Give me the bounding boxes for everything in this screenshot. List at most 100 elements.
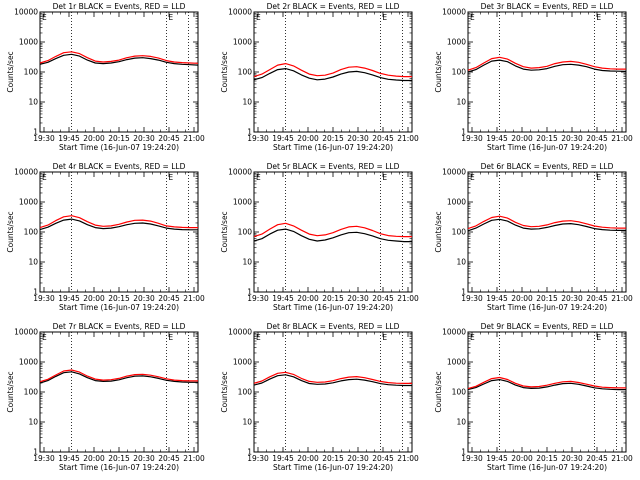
series-events-line bbox=[467, 59, 627, 73]
y-tick-label: 1000 bbox=[19, 358, 38, 367]
chart-title: Det 1r BLACK = Events, RED = LLD bbox=[53, 2, 186, 11]
chart-panel-4: Det 4r BLACK = Events, RED = LLD 1 10 100 10… bbox=[6, 162, 205, 312]
chart-title: Det 8r BLACK = Events, RED = LLD bbox=[267, 322, 400, 331]
series-lld-line bbox=[467, 56, 626, 71]
y-tick-label: 10000 bbox=[442, 8, 466, 17]
x-tick-label: 20:45 bbox=[372, 134, 394, 143]
y-tick-label: 10000 bbox=[442, 168, 466, 177]
x-tick-label: 20:15 bbox=[322, 454, 344, 463]
x-tick-label: 20:45 bbox=[372, 294, 394, 303]
y-tick-label: 10 bbox=[28, 98, 38, 107]
x-axis-label: Start Time (16-Jun-07 19:24:20) bbox=[487, 303, 607, 312]
corner-label-left: E bbox=[256, 173, 261, 182]
chart-panel-1: Det 1r BLACK = Events, RED = LLD 1 10 100 10… bbox=[6, 2, 205, 152]
x-tick-label: 19:45 bbox=[272, 454, 294, 463]
x-tick-label: 19:45 bbox=[58, 134, 80, 143]
plot-frame bbox=[39, 331, 199, 453]
x-tick-label: 19:30 bbox=[461, 454, 483, 463]
x-tick-label: 21:00 bbox=[183, 134, 205, 143]
x-tick-label: 20:30 bbox=[561, 454, 583, 463]
x-tick-label: 20:00 bbox=[83, 134, 105, 143]
x-tick-label: 20:30 bbox=[133, 454, 155, 463]
x-tick-label: 20:30 bbox=[347, 294, 369, 303]
x-axis-label: Start Time (16-Jun-07 19:24:20) bbox=[273, 303, 393, 312]
plot-frame bbox=[39, 171, 199, 293]
series-events-line bbox=[253, 374, 412, 387]
x-axis-label: Start Time (16-Jun-07 19:24:20) bbox=[487, 143, 607, 152]
series-lld-line bbox=[467, 376, 626, 390]
y-axis-label: Counts/sec bbox=[220, 211, 229, 252]
series-lld-line bbox=[39, 369, 198, 383]
x-tick-label: 20:00 bbox=[297, 454, 319, 463]
corner-label-right: E bbox=[168, 333, 173, 342]
plot-frame bbox=[467, 171, 627, 293]
y-axis-label: Counts/sec bbox=[6, 371, 15, 412]
y-tick-label: 1000 bbox=[233, 38, 252, 47]
x-tick-label: 19:30 bbox=[247, 454, 269, 463]
x-tick-label: 20:30 bbox=[347, 134, 369, 143]
series-lld-line bbox=[39, 51, 199, 64]
y-axis-label: Counts/sec bbox=[6, 51, 15, 92]
y-tick-label: 10000 bbox=[14, 8, 38, 17]
x-tick-label: 21:00 bbox=[183, 454, 205, 463]
x-tick-label: 20:45 bbox=[586, 134, 608, 143]
chart-title: Det 2r BLACK = Events, RED = LLD bbox=[267, 2, 400, 11]
x-tick-label: 20:45 bbox=[372, 454, 394, 463]
y-tick-label: 10000 bbox=[228, 328, 252, 337]
y-tick-label: 1 bbox=[247, 288, 252, 297]
series-lld-line bbox=[253, 222, 412, 238]
y-tick-label: 10000 bbox=[442, 328, 466, 337]
plot-frame bbox=[39, 11, 199, 133]
y-axis-label: Counts/sec bbox=[220, 51, 229, 92]
x-tick-label: 20:00 bbox=[297, 294, 319, 303]
y-tick-label: 10 bbox=[28, 258, 38, 267]
x-tick-label: 20:45 bbox=[158, 134, 180, 143]
y-tick-label: 10 bbox=[28, 418, 38, 427]
corner-label-left: E bbox=[42, 333, 47, 342]
y-tick-label: 10000 bbox=[228, 168, 252, 177]
series-events-line bbox=[467, 379, 626, 391]
y-tick-label: 1000 bbox=[447, 358, 466, 367]
corner-label-left: E bbox=[470, 333, 475, 342]
y-tick-label: 10 bbox=[242, 98, 252, 107]
plot-frame bbox=[253, 171, 413, 293]
x-tick-label: 19:30 bbox=[461, 294, 483, 303]
y-tick-label: 1 bbox=[33, 448, 38, 457]
y-tick-label: 10000 bbox=[14, 168, 38, 177]
y-tick-label: 1 bbox=[33, 288, 38, 297]
corner-label-right: E bbox=[596, 173, 601, 182]
x-tick-label: 20:45 bbox=[158, 454, 180, 463]
series-lld-line bbox=[39, 215, 198, 229]
x-tick-label: 20:00 bbox=[511, 134, 533, 143]
x-tick-label: 20:15 bbox=[536, 294, 558, 303]
x-axis-label: Start Time (16-Jun-07 19:24:20) bbox=[487, 463, 607, 472]
x-tick-label: 21:00 bbox=[397, 454, 419, 463]
x-tick-label: 20:15 bbox=[108, 134, 130, 143]
y-tick-label: 1 bbox=[461, 448, 466, 457]
x-tick-label: 19:45 bbox=[486, 294, 508, 303]
x-tick-label: 20:45 bbox=[586, 294, 608, 303]
x-tick-label: 20:30 bbox=[561, 134, 583, 143]
y-tick-label: 10000 bbox=[14, 328, 38, 337]
y-axis-label: Counts/sec bbox=[434, 371, 443, 412]
series-events-line bbox=[39, 218, 198, 231]
x-tick-label: 20:15 bbox=[108, 294, 130, 303]
chart-panel-2: Det 2r BLACK = Events, RED = LLD 1 10 100 10… bbox=[220, 2, 419, 152]
corner-label-left: E bbox=[256, 13, 261, 22]
y-tick-label: 100 bbox=[24, 388, 39, 397]
y-tick-label: 1 bbox=[247, 448, 252, 457]
corner-label-left: E bbox=[470, 173, 475, 182]
x-tick-label: 20:45 bbox=[586, 454, 608, 463]
x-tick-label: 19:45 bbox=[486, 134, 508, 143]
x-tick-label: 20:00 bbox=[83, 454, 105, 463]
chart-panel-3: Det 3r BLACK = Events, RED = LLD 1 10 100 10… bbox=[434, 2, 633, 152]
y-axis-label: Counts/sec bbox=[434, 51, 443, 92]
series-events-line bbox=[253, 228, 412, 243]
x-tick-label: 20:30 bbox=[133, 294, 155, 303]
x-tick-label: 19:45 bbox=[58, 454, 80, 463]
x-tick-label: 20:15 bbox=[322, 294, 344, 303]
series-events-line bbox=[39, 371, 198, 384]
plot-frame bbox=[253, 11, 413, 133]
y-tick-label: 10000 bbox=[228, 8, 252, 17]
